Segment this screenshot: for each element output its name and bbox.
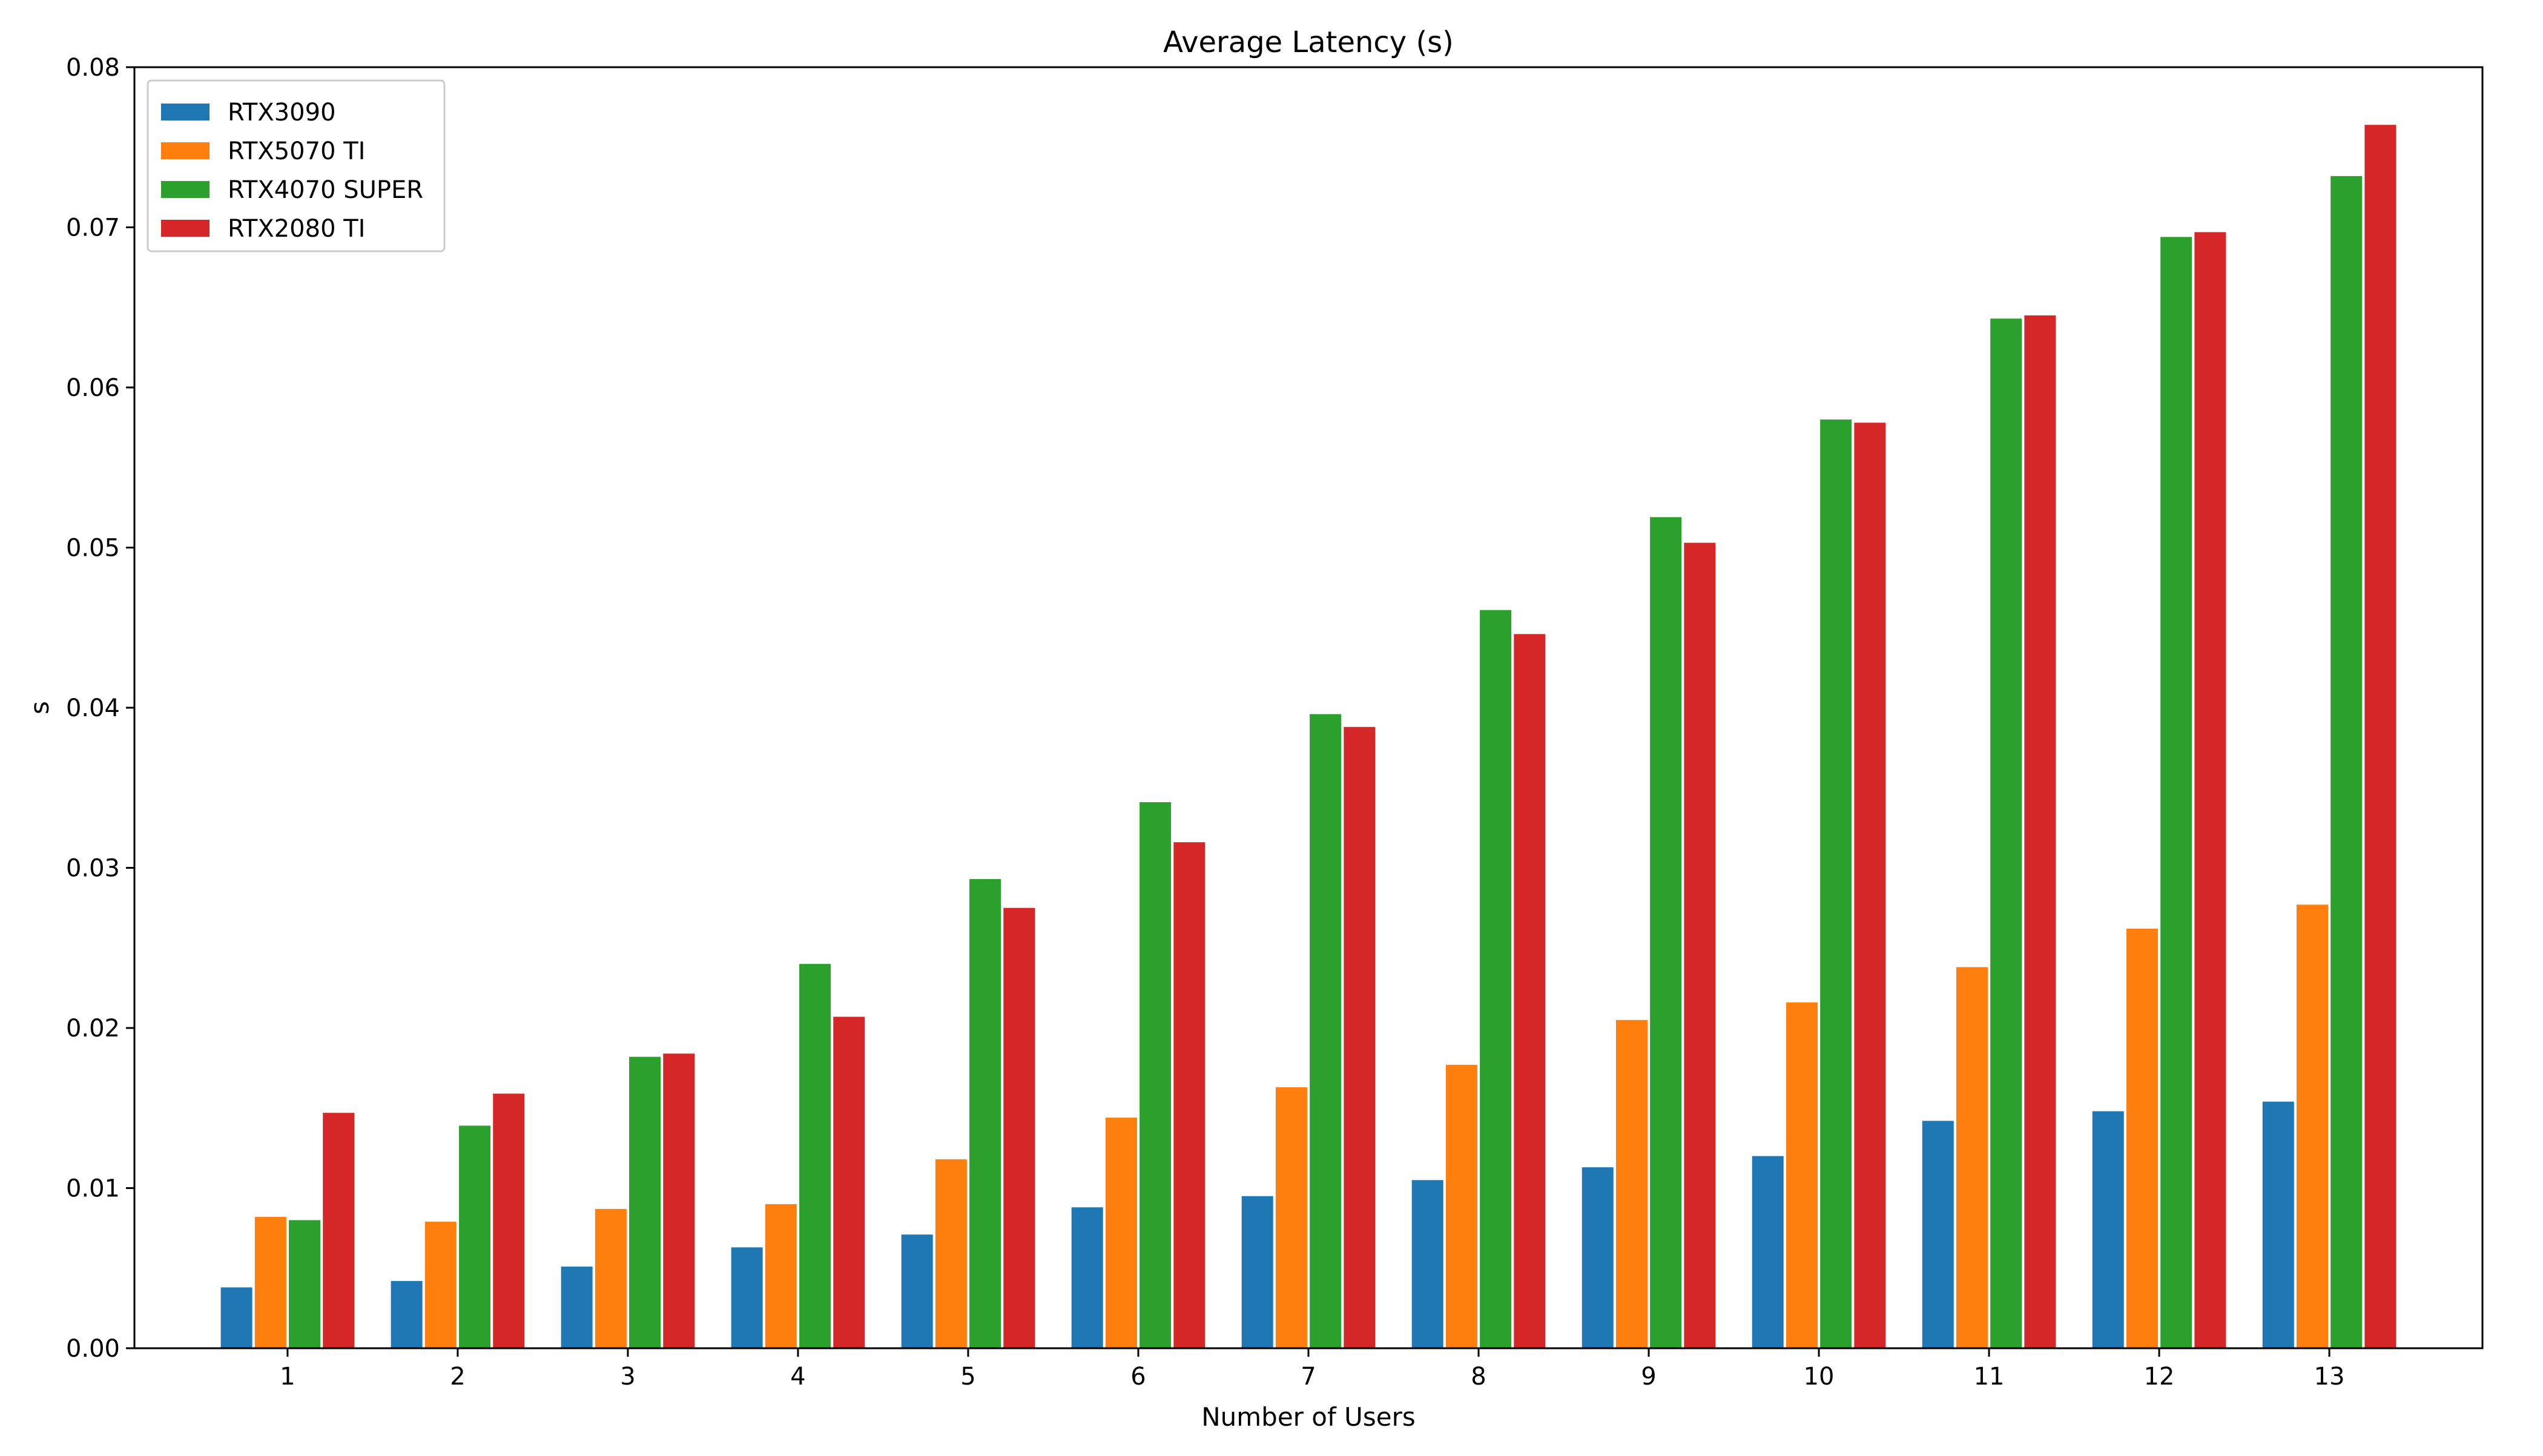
bar-rtx5070-ti-users-5 — [935, 1159, 967, 1348]
legend-box — [147, 79, 446, 252]
y-tick-label: 0.00 — [66, 1335, 120, 1363]
bar-rtx5070-ti-users-4 — [765, 1204, 797, 1348]
bar-rtx4070-super-users-11 — [1990, 318, 2022, 1348]
bar-rtx5070-ti-users-8 — [1445, 1064, 1477, 1348]
bar-rtx5070-ti-users-10 — [1786, 1002, 1818, 1348]
legend: RTX3090 RTX5070 TI RTX4070 SUPER RTX2080 TI — [147, 79, 446, 252]
bar-rtx3090-users-8 — [1411, 1180, 1443, 1348]
bar-rtx3090-users-12 — [2092, 1111, 2124, 1348]
bar-rtx4070-super-users-10 — [1820, 419, 1852, 1348]
bar-rtx3090-users-6 — [1071, 1207, 1103, 1348]
legend-label: RTX3090 — [228, 99, 336, 127]
bar-rtx3090-users-5 — [901, 1234, 933, 1348]
plot-frame — [133, 66, 2484, 1349]
bar-rtx5070-ti-users-12 — [2126, 929, 2158, 1348]
bar-rtx4070-super-users-4 — [799, 964, 831, 1348]
bar-rtx2080-ti-users-7 — [1344, 726, 1376, 1348]
bar-rtx3090-users-2 — [391, 1280, 423, 1348]
bar-rtx5070-ti-users-13 — [2296, 904, 2328, 1348]
legend-swatch — [161, 142, 209, 159]
y-axis-label: s — [25, 701, 54, 714]
bar-rtx5070-ti-users-6 — [1105, 1118, 1137, 1348]
bar-rtx2080-ti-users-10 — [1854, 423, 1886, 1349]
x-tick-label: 4 — [790, 1363, 805, 1391]
bar-rtx2080-ti-users-13 — [2364, 125, 2396, 1349]
y-tick-label: 0.07 — [66, 214, 120, 242]
bar-rtx4070-super-users-6 — [1140, 802, 1172, 1348]
bar-rtx3090-users-13 — [2262, 1101, 2294, 1348]
bar-rtx2080-ti-users-6 — [1173, 842, 1206, 1348]
x-tick-label: 3 — [620, 1363, 635, 1391]
x-tick-label: 9 — [1641, 1363, 1656, 1391]
bar-rtx5070-ti-users-11 — [1956, 967, 1988, 1348]
x-tick-label: 6 — [1130, 1363, 1146, 1391]
bar-rtx3090-users-7 — [1241, 1196, 1273, 1348]
bar-rtx2080-ti-users-3 — [663, 1053, 695, 1348]
bar-rtx2080-ti-users-11 — [2024, 315, 2056, 1348]
bar-rtx2080-ti-users-8 — [1514, 634, 1546, 1348]
bar-rtx4070-super-users-7 — [1310, 714, 1342, 1348]
x-tick-label: 8 — [1471, 1363, 1486, 1391]
bars-layer — [220, 125, 2396, 1349]
bar-rtx2080-ti-users-1 — [323, 1113, 355, 1348]
bar-rtx4070-super-users-2 — [459, 1125, 491, 1348]
bar-rtx2080-ti-users-9 — [1684, 542, 1716, 1348]
bar-rtx3090-users-3 — [561, 1267, 593, 1348]
bar-rtx3090-users-11 — [1922, 1121, 1954, 1348]
y-tick-label: 0.08 — [66, 54, 120, 82]
bar-rtx4070-super-users-1 — [289, 1220, 321, 1348]
x-tick-label: 13 — [2314, 1363, 2345, 1391]
bar-rtx3090-users-10 — [1752, 1156, 1784, 1348]
x-tick-label: 11 — [1974, 1363, 2005, 1391]
legend-label: RTX5070 TI — [228, 137, 365, 165]
bar-rtx3090-users-1 — [220, 1287, 252, 1348]
x-tick-label: 7 — [1301, 1363, 1316, 1391]
bar-rtx2080-ti-users-5 — [1003, 908, 1035, 1349]
bar-rtx2080-ti-users-12 — [2194, 232, 2226, 1349]
x-axis-ticks: 1 2 3 4 5 6 7 8 9 10 11 12 13 — [280, 1348, 2345, 1391]
legend-swatch — [161, 104, 209, 120]
y-axis-ticks: 0.00 0.01 0.02 0.03 0.04 0.05 0.06 0.07 0.08 — [66, 54, 134, 1363]
bar-rtx4070-super-users-9 — [1650, 517, 1682, 1348]
legend-label: RTX4070 SUPER — [228, 176, 423, 204]
bar-rtx4070-super-users-8 — [1480, 610, 1512, 1348]
x-tick-label: 10 — [1804, 1363, 1835, 1391]
x-tick-label: 12 — [2144, 1363, 2175, 1391]
y-tick-label: 0.06 — [66, 374, 120, 402]
y-tick-label: 0.04 — [66, 694, 120, 722]
bar-rtx4070-super-users-13 — [2330, 176, 2363, 1348]
y-tick-label: 0.05 — [66, 535, 120, 562]
bar-rtx5070-ti-users-1 — [254, 1217, 286, 1348]
bar-rtx4070-super-users-5 — [969, 879, 1001, 1348]
x-tick-label: 2 — [450, 1363, 465, 1391]
bar-rtx5070-ti-users-7 — [1275, 1087, 1307, 1348]
bar-rtx5070-ti-users-2 — [424, 1222, 457, 1348]
chart-title: Average Latency (s) — [1163, 25, 1454, 59]
bar-rtx3090-users-9 — [1582, 1167, 1614, 1348]
y-tick-label: 0.03 — [66, 855, 120, 883]
y-tick-label: 0.02 — [66, 1015, 120, 1043]
x-tick-label: 5 — [960, 1363, 975, 1391]
bar-rtx2080-ti-users-4 — [833, 1016, 865, 1348]
bar-rtx5070-ti-users-3 — [595, 1208, 627, 1348]
legend-swatch — [161, 220, 209, 237]
bar-rtx4070-super-users-3 — [629, 1056, 661, 1348]
bar-rtx4070-super-users-12 — [2160, 237, 2192, 1348]
bar-rtx2080-ti-users-2 — [493, 1093, 525, 1348]
x-tick-label: 1 — [280, 1363, 295, 1391]
legend-swatch — [161, 181, 209, 198]
bar-rtx5070-ti-users-9 — [1615, 1020, 1648, 1348]
legend-label: RTX2080 TI — [228, 215, 365, 243]
x-axis-label: Number of Users — [1201, 1402, 1416, 1432]
bar-rtx3090-users-4 — [731, 1247, 763, 1348]
y-tick-label: 0.01 — [66, 1175, 120, 1203]
